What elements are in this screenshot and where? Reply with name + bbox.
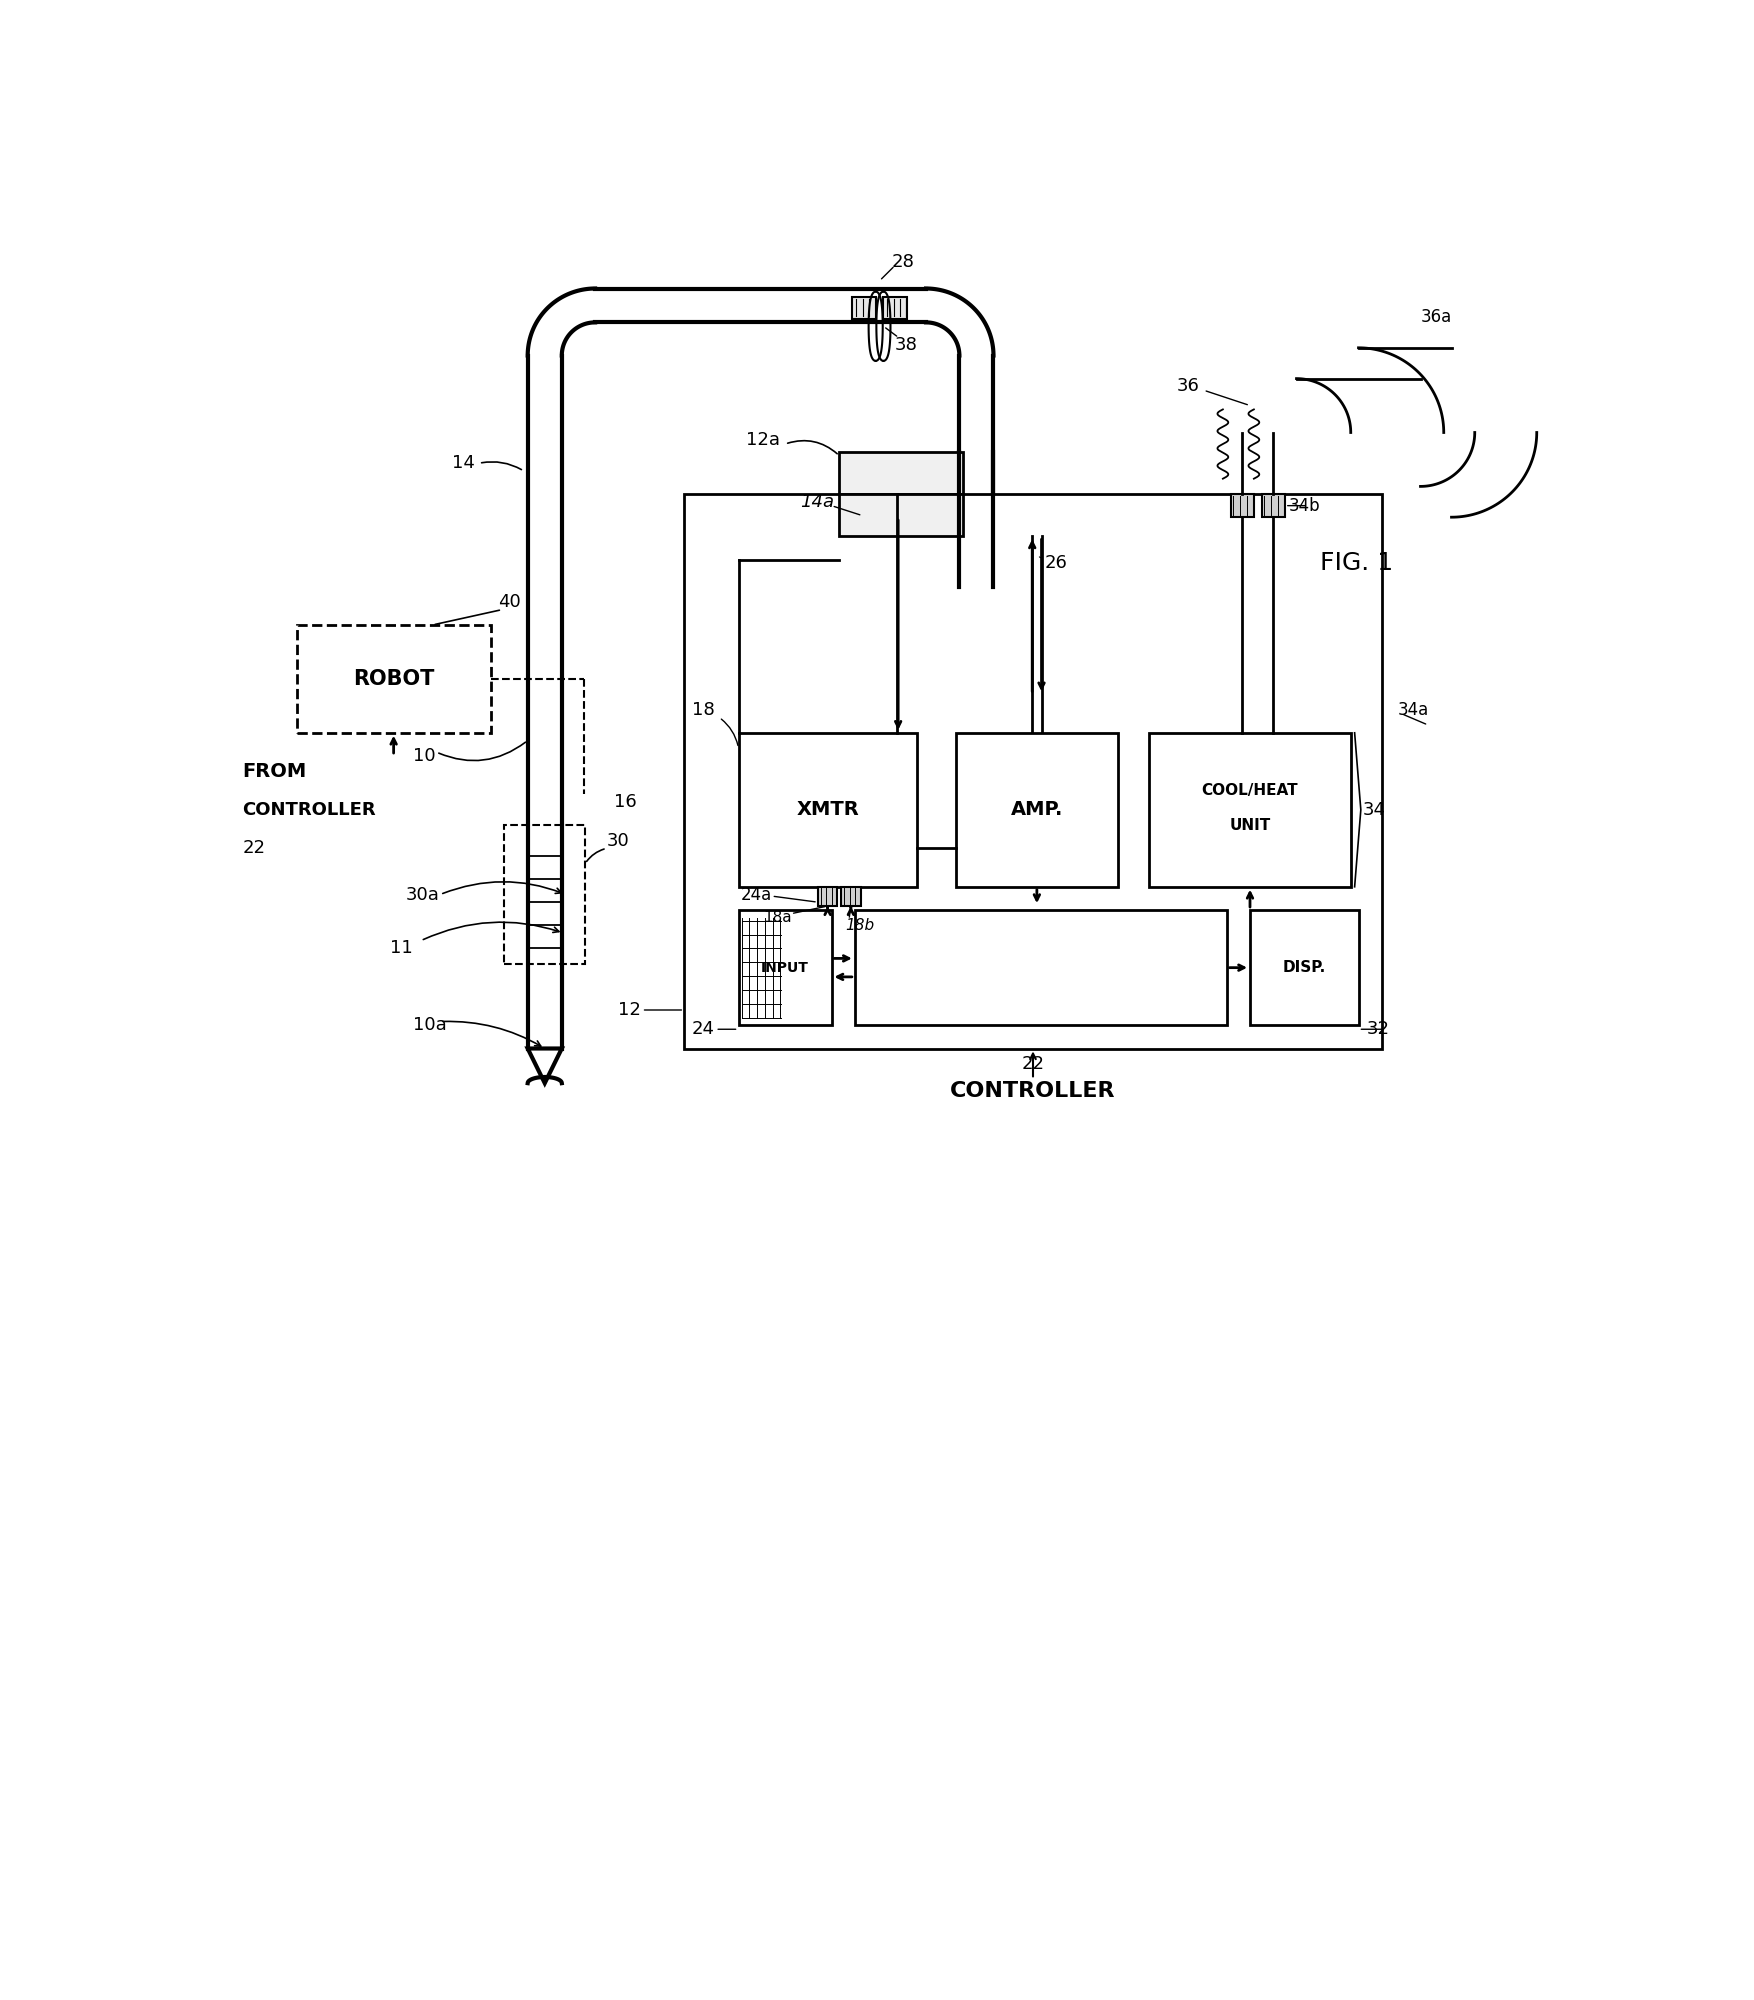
Bar xyxy=(842,886,861,906)
Bar xyxy=(882,296,907,318)
Text: 28: 28 xyxy=(891,252,914,270)
Text: CONTROLLER: CONTROLLER xyxy=(242,800,375,818)
Text: 34b: 34b xyxy=(1289,496,1321,514)
Text: 36: 36 xyxy=(1177,378,1200,396)
Text: 14a: 14a xyxy=(800,492,835,510)
Text: 18: 18 xyxy=(693,700,714,718)
Text: 32: 32 xyxy=(1366,1020,1389,1038)
Text: 34: 34 xyxy=(1363,800,1386,818)
Text: 11: 11 xyxy=(389,940,412,958)
Text: XMTR: XMTR xyxy=(796,800,859,820)
Text: 12a: 12a xyxy=(745,432,781,450)
Text: 12: 12 xyxy=(619,1000,642,1020)
Text: 40: 40 xyxy=(498,592,521,610)
Text: 18a: 18a xyxy=(763,910,793,926)
Text: 30: 30 xyxy=(607,832,630,850)
Text: FROM: FROM xyxy=(242,762,307,780)
Bar xyxy=(684,494,1382,1048)
Bar xyxy=(854,910,1226,1026)
Text: 30a: 30a xyxy=(405,886,438,904)
Bar xyxy=(817,886,837,906)
Text: 16: 16 xyxy=(614,794,637,812)
Text: 34a: 34a xyxy=(1398,700,1428,718)
Bar xyxy=(738,910,831,1026)
Text: FIG. 1: FIG. 1 xyxy=(1319,552,1393,576)
Text: 26: 26 xyxy=(1045,554,1068,572)
Polygon shape xyxy=(528,1048,561,1084)
Bar xyxy=(838,494,963,536)
Text: 36a: 36a xyxy=(1421,308,1452,326)
Text: ROBOT: ROBOT xyxy=(353,668,435,688)
Bar xyxy=(838,452,963,494)
Text: 10a: 10a xyxy=(412,1016,447,1034)
Text: 38: 38 xyxy=(895,336,917,354)
Text: CONTROLLER: CONTROLLER xyxy=(951,1080,1116,1100)
Text: 10: 10 xyxy=(412,746,435,764)
Text: 22: 22 xyxy=(1021,1054,1044,1072)
Bar xyxy=(1261,494,1286,518)
Text: INPUT: INPUT xyxy=(761,960,809,974)
Text: 22: 22 xyxy=(242,840,265,858)
Text: COOL/HEAT: COOL/HEAT xyxy=(1201,784,1298,798)
Text: 14: 14 xyxy=(453,454,475,472)
Text: 24a: 24a xyxy=(740,886,772,904)
Text: 24: 24 xyxy=(693,1020,716,1038)
Bar xyxy=(956,732,1119,886)
Bar xyxy=(852,296,877,318)
Bar xyxy=(1149,732,1351,886)
Bar xyxy=(1231,494,1254,518)
Bar xyxy=(1251,910,1359,1026)
Bar xyxy=(738,732,917,886)
Text: 18b: 18b xyxy=(845,918,873,932)
Bar xyxy=(296,624,491,732)
Bar xyxy=(505,826,586,964)
Text: DISP.: DISP. xyxy=(1282,960,1326,976)
Text: UNIT: UNIT xyxy=(1230,818,1270,832)
Text: AMP.: AMP. xyxy=(1010,800,1063,820)
